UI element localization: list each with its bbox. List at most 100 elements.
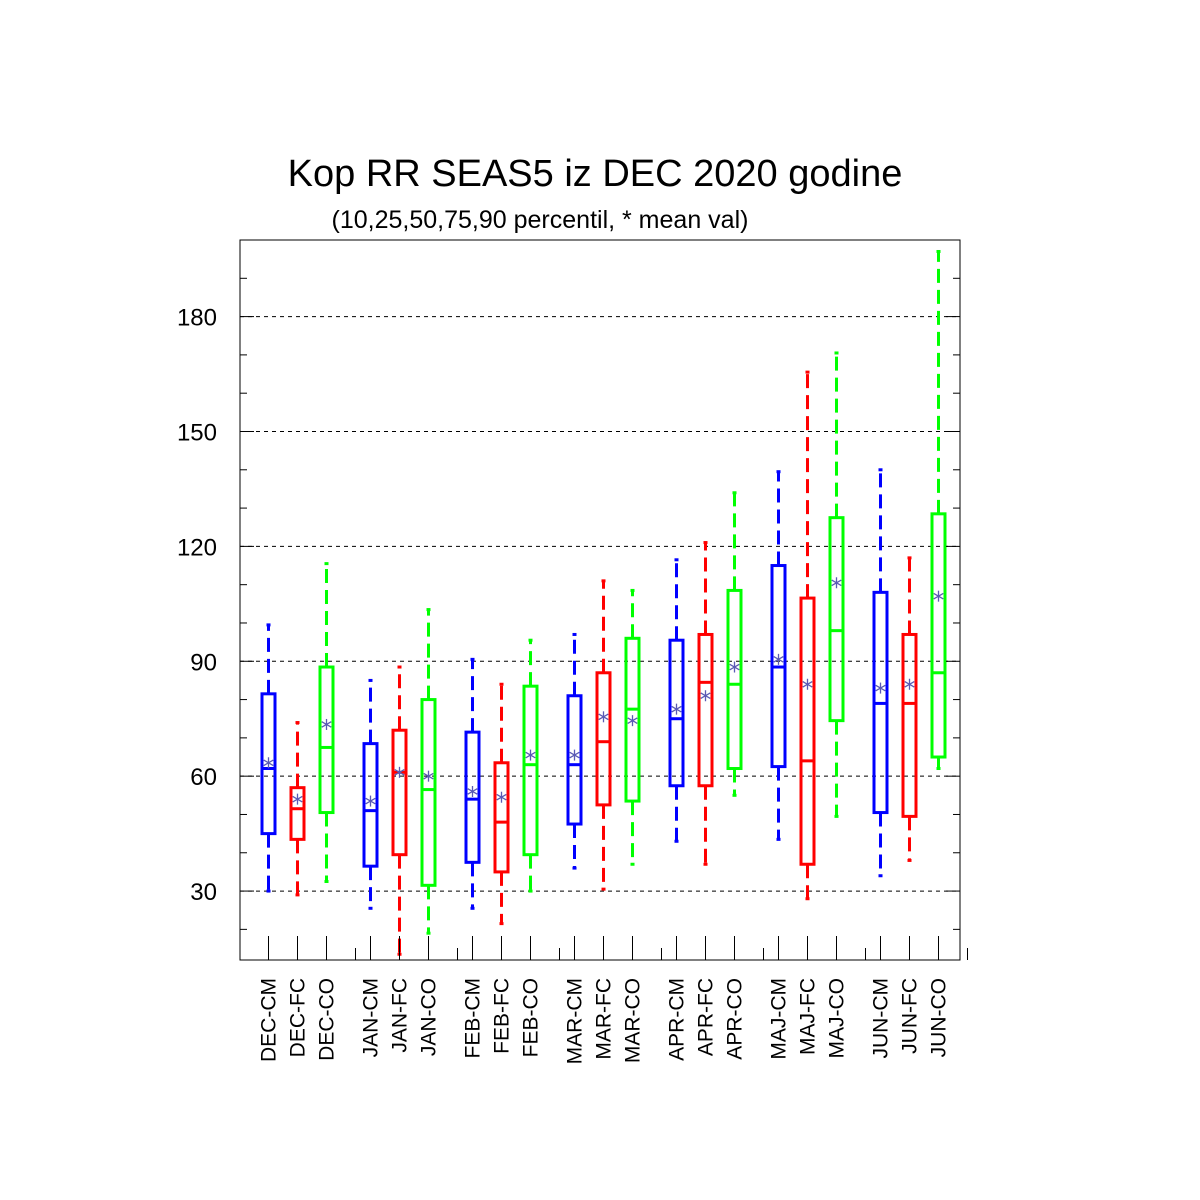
mean-marker-jan-fc xyxy=(394,766,405,778)
box-maj-cm xyxy=(770,470,787,841)
box-jan-co xyxy=(420,608,437,935)
p90-cap-jan-fc xyxy=(397,665,402,669)
mean-marker-jan-co xyxy=(423,770,434,782)
p90-cap-apr-fc xyxy=(703,541,708,545)
ytick-label-60: 60 xyxy=(190,764,217,791)
xtick-label-dec-co: DEC-CO xyxy=(316,978,339,1061)
iqr-box-jan-cm xyxy=(362,742,379,868)
p90-cap-dec-co xyxy=(324,562,329,566)
box-mar-fc xyxy=(595,579,612,891)
p10-cap-apr-cm xyxy=(674,839,679,843)
mean-marker-maj-fc xyxy=(802,678,813,690)
p10-cap-maj-cm xyxy=(776,837,781,841)
xtick-label-mar-co: MAR-CO xyxy=(622,978,645,1063)
p90-cap-mar-co xyxy=(630,588,635,592)
p90-cap-feb-cm xyxy=(470,657,475,661)
p90-cap-maj-fc xyxy=(805,370,810,374)
iqr-box-dec-cm xyxy=(260,692,277,836)
xtick-label-dec-fc: DEC-FC xyxy=(287,978,310,1057)
xtick-label-feb-co: FEB-CO xyxy=(520,978,543,1057)
mean-stroke xyxy=(875,684,886,692)
mean-marker-jun-cm xyxy=(875,682,886,694)
mean-stroke xyxy=(627,717,638,724)
iqr-box-feb-co xyxy=(522,684,539,857)
chart-title: Kop RR SEAS5 iz DEC 2020 godine xyxy=(288,153,903,195)
p90-cap-apr-cm xyxy=(674,558,679,562)
mean-stroke xyxy=(365,797,376,805)
box-feb-co xyxy=(522,638,539,893)
p90-cap-maj-cm xyxy=(776,470,781,474)
iqr-box-maj-fc xyxy=(799,596,816,866)
p90-cap-mar-fc xyxy=(601,579,606,583)
p90-cap-dec-cm xyxy=(266,623,271,627)
box-jan-cm xyxy=(362,678,379,910)
mean-marker-mar-co xyxy=(627,715,638,727)
mean-stroke xyxy=(700,692,711,700)
mean-stroke xyxy=(598,713,609,721)
p10-cap-mar-co xyxy=(630,862,635,866)
iqr-box-feb-cm xyxy=(464,730,481,864)
mean-marker-maj-cm xyxy=(773,653,784,665)
mean-marker-dec-fc xyxy=(292,793,303,805)
mean-marker-jan-cm xyxy=(365,795,376,807)
box-apr-co xyxy=(726,491,743,797)
mean-stroke xyxy=(933,592,944,600)
p90-cap-dec-fc xyxy=(295,721,300,725)
xtick-label-maj-co: MAJ-CO xyxy=(826,978,849,1059)
ytick-label-150: 150 xyxy=(177,419,217,446)
p10-cap-jan-cm xyxy=(368,906,373,910)
ytick-label-30: 30 xyxy=(190,879,217,906)
xtick-label-feb-cm: FEB-CM xyxy=(462,978,485,1059)
p10-cap-mar-cm xyxy=(572,866,577,870)
p10-cap-mar-fc xyxy=(601,887,606,891)
xtick-label-dec-cm: DEC-CM xyxy=(258,978,281,1062)
iqr-box-jun-co xyxy=(930,512,947,759)
box-plots xyxy=(260,249,947,956)
mean-marker-apr-co xyxy=(729,661,740,673)
box-dec-cm xyxy=(260,623,277,893)
chart-subtitle: (10,25,50,75,90 percentil, * mean val) xyxy=(332,206,749,234)
ytick-label-120: 120 xyxy=(177,534,217,561)
box-dec-fc xyxy=(289,721,306,897)
box-apr-cm xyxy=(668,558,685,843)
p90-cap-feb-co xyxy=(528,638,533,642)
p10-cap-apr-fc xyxy=(703,862,708,866)
p10-cap-jun-cm xyxy=(878,874,883,878)
mean-marker-maj-co xyxy=(831,577,842,589)
xtick-label-jan-cm: JAN-CM xyxy=(360,978,383,1057)
box-feb-cm xyxy=(464,657,481,910)
box-jan-fc xyxy=(391,665,408,956)
mean-stroke xyxy=(423,772,434,780)
box-mar-co xyxy=(624,588,641,866)
xtick-label-apr-co: APR-CO xyxy=(724,978,747,1060)
p10-cap-jun-fc xyxy=(907,858,912,862)
mean-marker-feb-fc xyxy=(496,791,507,803)
mean-stroke xyxy=(525,751,536,759)
p90-cap-apr-co xyxy=(732,491,737,495)
mean-marker-dec-co xyxy=(321,718,332,730)
p90-cap-jan-co xyxy=(426,608,431,612)
mean-stroke xyxy=(671,705,682,713)
p10-cap-jan-co xyxy=(426,931,431,935)
mean-marker-feb-co xyxy=(525,749,536,761)
xtick-label-mar-fc: MAR-FC xyxy=(593,978,616,1060)
grid-lines xyxy=(240,316,960,892)
iqr-box-apr-fc xyxy=(697,632,714,788)
p90-cap-jan-cm xyxy=(368,678,373,682)
mean-stroke xyxy=(467,788,478,795)
p10-cap-feb-cm xyxy=(470,906,475,910)
box-dec-co xyxy=(318,562,335,883)
mean-stroke xyxy=(263,759,274,767)
mean-stroke xyxy=(904,680,915,688)
mean-marker-feb-cm xyxy=(467,785,478,797)
p10-cap-maj-co xyxy=(834,814,839,818)
p10-cap-dec-fc xyxy=(295,893,300,897)
p10-cap-maj-fc xyxy=(805,897,810,901)
xtick-label-apr-fc: APR-FC xyxy=(695,978,718,1056)
xtick-label-apr-cm: APR-CM xyxy=(666,978,689,1061)
iqr-box-dec-fc xyxy=(289,786,306,841)
mean-stroke xyxy=(802,680,813,688)
p10-cap-feb-fc xyxy=(499,922,504,926)
iqr-box-mar-fc xyxy=(595,671,612,807)
mean-stroke xyxy=(321,721,332,728)
